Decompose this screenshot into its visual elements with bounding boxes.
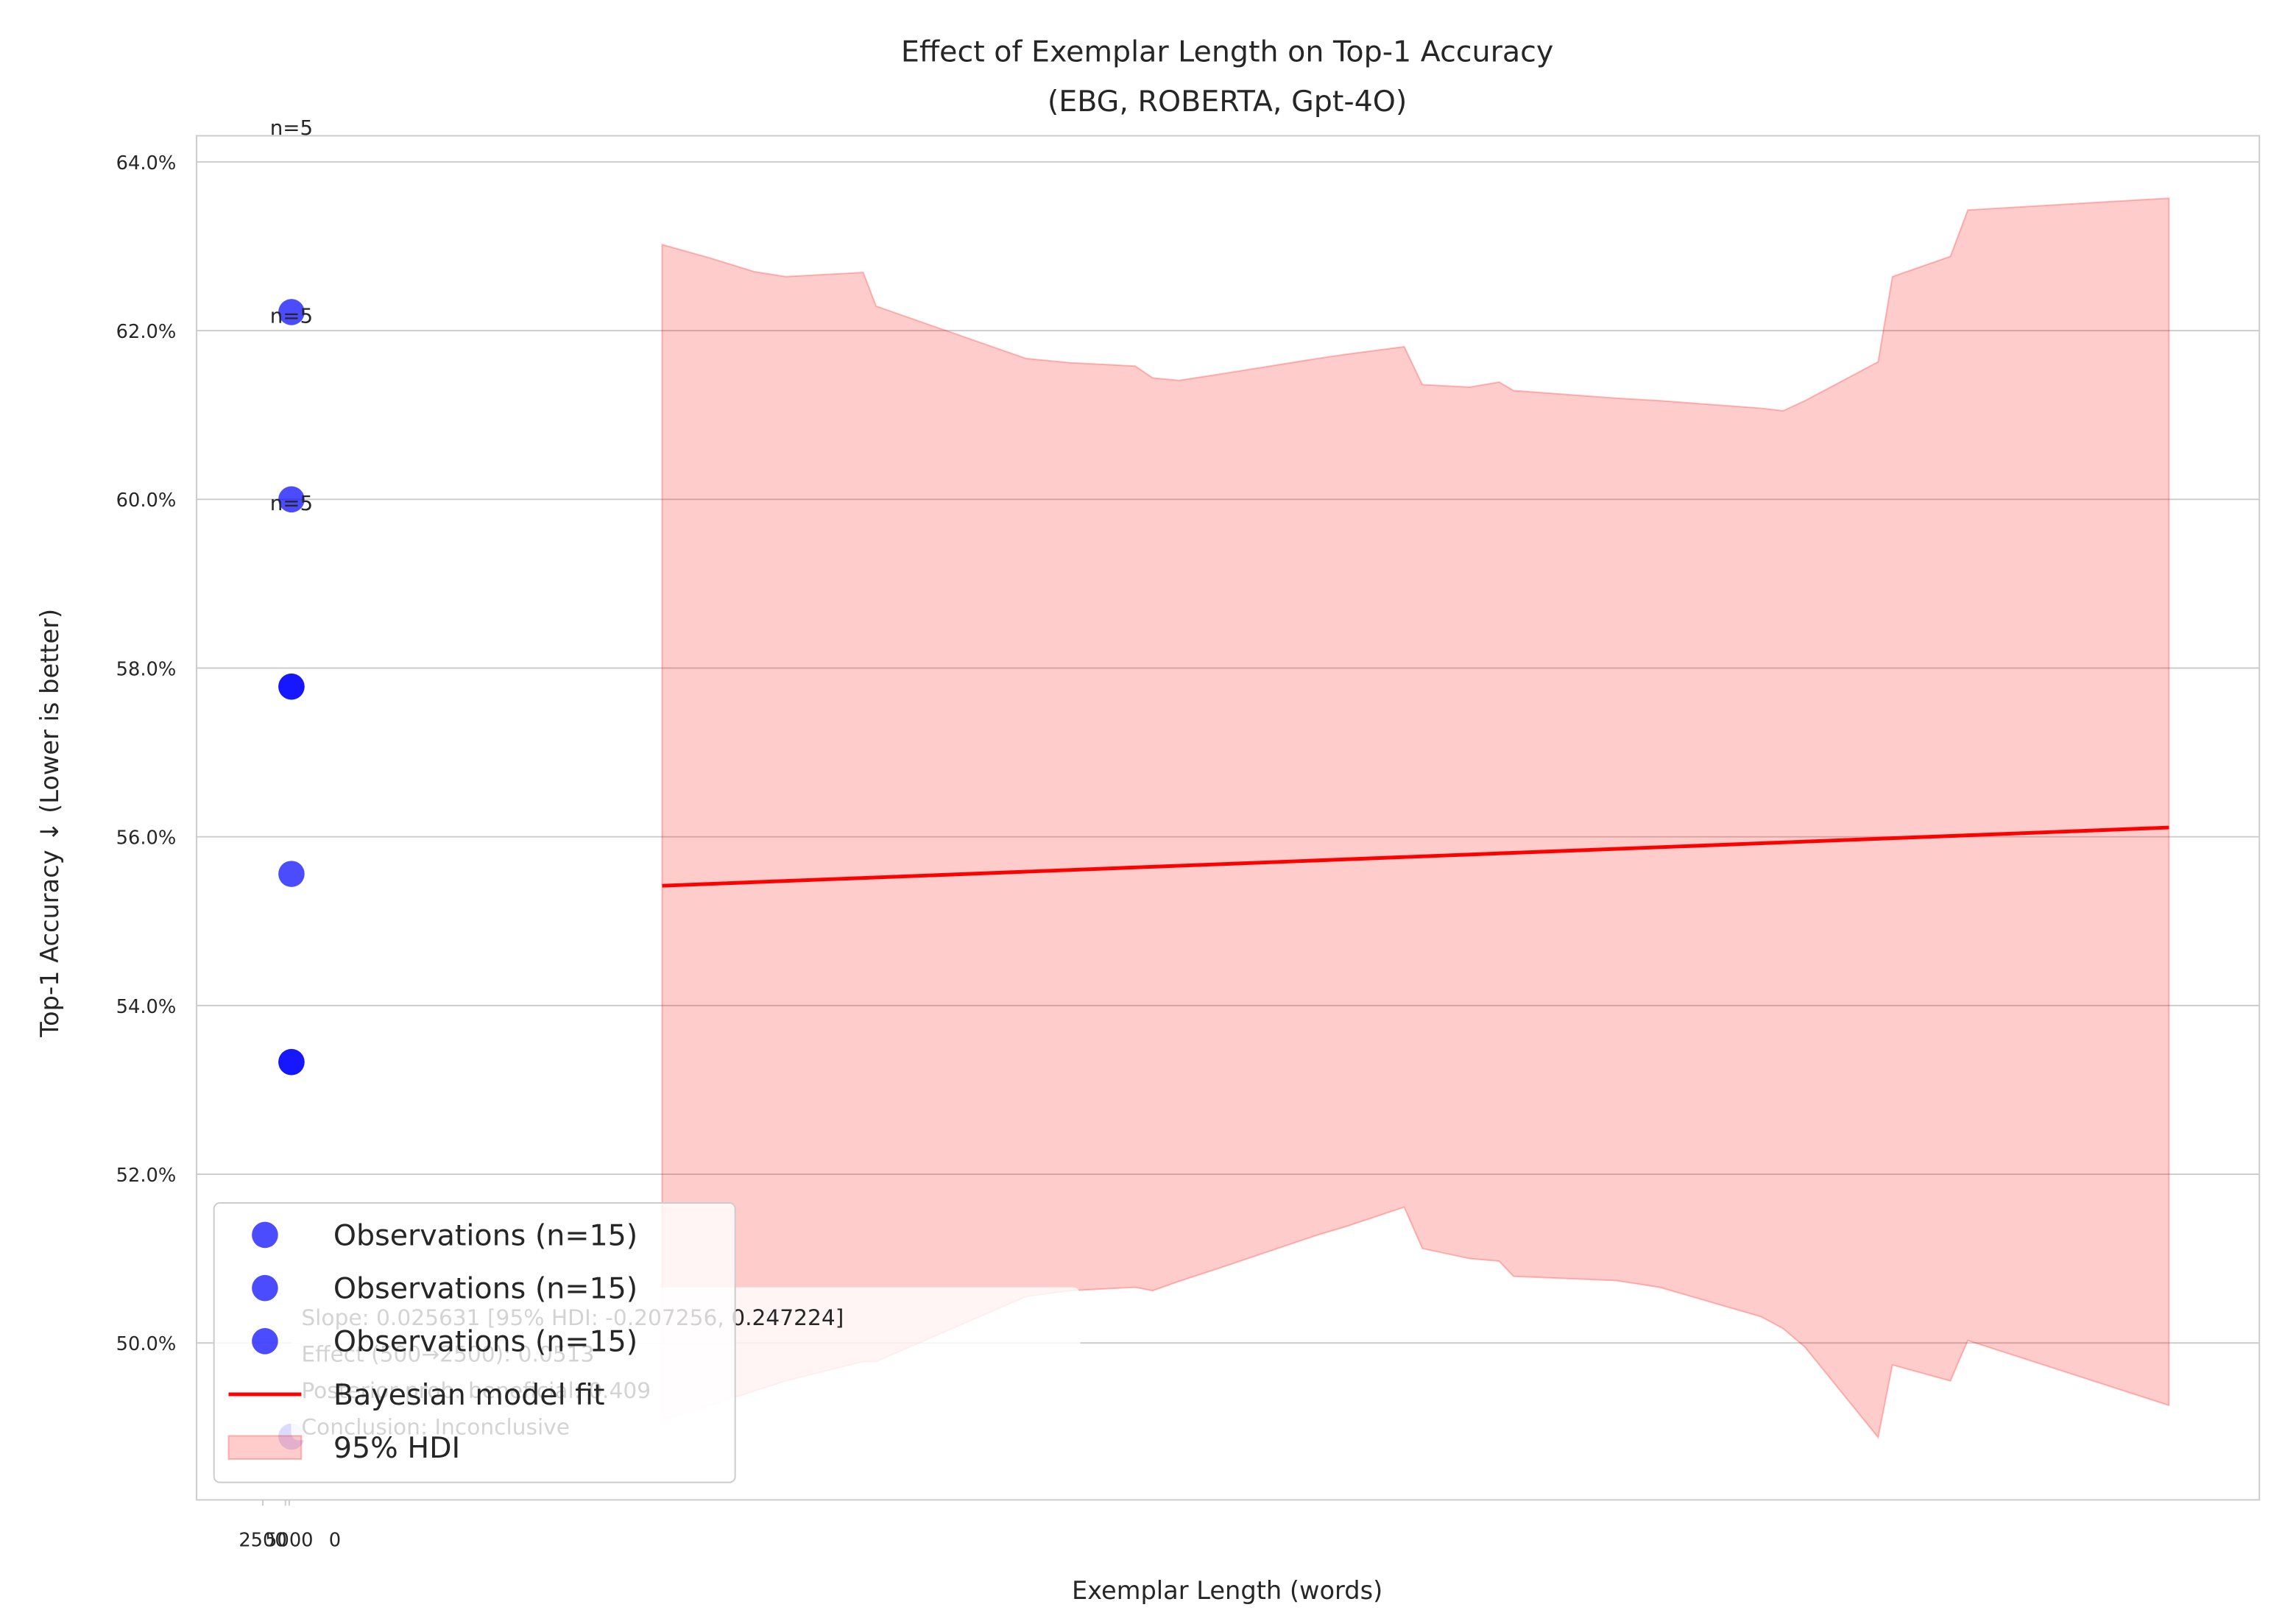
observation-point [278,673,305,700]
legend-label: 95% HDI [333,1431,460,1465]
y-tick-label: 56.0% [116,827,177,850]
x-tick-label: 2500 [239,1530,286,1552]
legend-label: Observations (n=15) [333,1272,637,1306]
x-tick-label: 5000 [265,1530,313,1552]
observation-point [278,299,305,325]
x-tick-label: 0 [329,1530,341,1552]
annotation: n=5 [270,303,313,328]
y-tick-label: 54.0% [116,996,177,1018]
y-tick-label: 52.0% [116,1165,177,1187]
observation-point [278,861,305,887]
legend-box [213,1201,736,1483]
y-axis-label: Top-1 Accuracy ↓ (Lower is better) [35,609,64,1038]
y-tick-label: 62.0% [116,321,177,343]
chart-title: Effect of Exemplar Length on Top-1 Accur… [901,35,1553,69]
annotation: n=5 [270,491,313,515]
legend-label: Observations (n=15) [333,1218,637,1252]
marks: n=5 n=5 n=5 [270,116,2170,1450]
y-tick-label: 60.0% [116,490,177,512]
legend-marker [252,1274,278,1302]
hdi-band [661,197,2170,1439]
overlay: Slope: 0.025631 [95% HDI: -0.207256, 0.2… [213,1201,1081,1483]
grid: 50.0% 52.0% 54.0% 56.0% 58.0% 60.0% 62.0% 64.0%… [116,152,2260,1552]
chart-subtitle: (EBG, ROBERTA, Gpt-4O) [1048,85,1407,119]
legend-marker [252,1328,278,1355]
legend-label: Bayesian model fit [333,1378,605,1412]
legend-label: Observations (n=15) [333,1325,637,1359]
y-tick-label: 64.0% [116,152,177,174]
fit-line [662,825,2169,888]
observation-point [278,1048,305,1076]
observation-point [278,486,305,513]
y-tick-label: 50.0% [116,1333,177,1355]
legend-marker [252,1221,278,1249]
y-tick-label: 58.0% [116,658,177,680]
annotation: n=5 [270,116,313,140]
legend-marker [227,1435,303,1461]
x-axis-label: Exemplar Length (words) [1072,1576,1382,1605]
